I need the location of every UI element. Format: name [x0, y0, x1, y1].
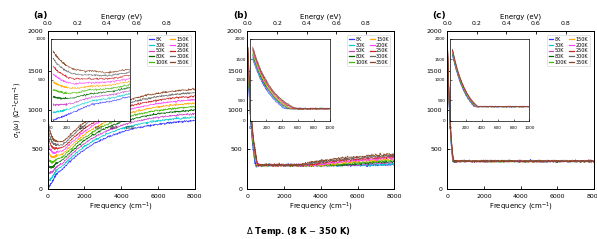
X-axis label: Energy (eV): Energy (eV)	[300, 13, 341, 20]
Legend: 8K, 30K, 50K, 80K, 100K, 150K, 200K, 250K, 300K, 350K: 8K, 30K, 50K, 80K, 100K, 150K, 200K, 250…	[347, 35, 390, 66]
Legend: 8K, 30K, 50K, 80K, 100K, 150K, 200K, 250K, 300K, 350K: 8K, 30K, 50K, 80K, 100K, 150K, 200K, 250…	[147, 35, 190, 66]
X-axis label: Frequency (cm$^{-1}$): Frequency (cm$^{-1}$)	[89, 201, 153, 213]
X-axis label: Frequency (cm$^{-1}$): Frequency (cm$^{-1}$)	[488, 201, 553, 213]
Legend: 8K, 30K, 50K, 80K, 100K, 150K, 200K, 250K, 300K, 350K: 8K, 30K, 50K, 80K, 100K, 150K, 200K, 250…	[547, 35, 590, 66]
Text: (b): (b)	[233, 11, 247, 20]
Y-axis label: $\sigma_1(\omega)$ ($\Omega^{-1}$cm$^{-1}$): $\sigma_1(\omega)$ ($\Omega^{-1}$cm$^{-1…	[12, 82, 24, 138]
X-axis label: Energy (eV): Energy (eV)	[500, 13, 541, 20]
Text: (c): (c)	[432, 11, 446, 20]
Text: (a): (a)	[33, 11, 47, 20]
Text: $\Delta$ Temp. (8 K $-$ 350 K): $\Delta$ Temp. (8 K $-$ 350 K)	[246, 225, 351, 238]
X-axis label: Frequency (cm$^{-1}$): Frequency (cm$^{-1}$)	[289, 201, 353, 213]
X-axis label: Energy (eV): Energy (eV)	[101, 13, 141, 20]
